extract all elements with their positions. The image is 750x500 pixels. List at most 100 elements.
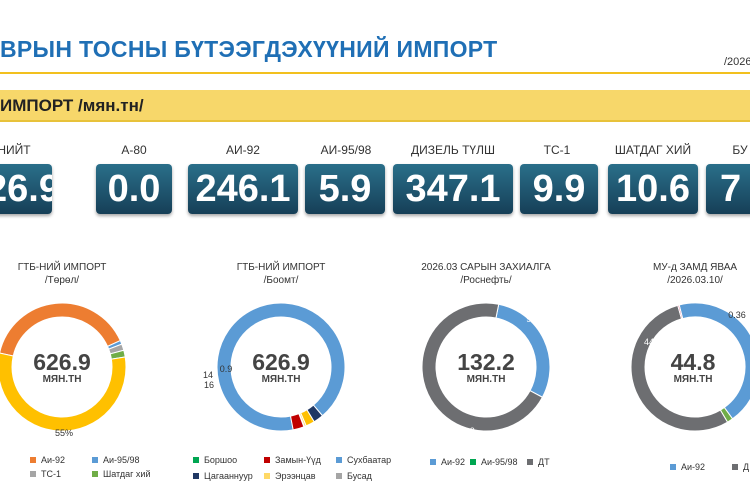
kpi-value-total: 26.9 [0,164,52,214]
legend-item: Боршоо [193,455,237,465]
chart2-center-unit: МЯН.ТН [261,374,301,385]
kpi-label-total: НИЙТ [0,143,31,157]
legend-label: Аи-95/98 [481,457,518,467]
legend-item: Эрээнцав [264,471,316,481]
legend-label: Шатдаг хий [103,469,151,479]
kpi-label-other: БУ [732,143,748,157]
section-banner-text: ИМПОРТ /мян.тн/ [0,96,144,115]
chart2-slice-Сухбаатар [216,302,346,432]
chart2-title-line1: ГТБ-НИЙ ИМПОРТ [236,262,326,273]
chart4-center-value: 44.8 [670,349,716,375]
chart4-subtitle: /2026.03.10/ [667,275,723,286]
legend-label: Д [743,462,750,472]
chart4-data-label: 44% [644,337,662,347]
chart4-center-unit: МЯН.ТН [673,374,713,385]
chart2-subtitle: /Боомт/ [263,275,299,286]
kpi-label-ai95: АИ-95/98 [320,143,372,157]
legend-swatch [193,457,199,463]
chart1-center-value: 626.9 [33,349,91,375]
kpi-label-diesel: ДИЗЕЛЬ ТҮЛШ [411,143,495,157]
legend-item: Аи-92 [670,462,705,472]
chart2-data-label: 575.7 [265,295,288,305]
legend-label: Аи-92 [41,455,66,465]
legend-label: ДТ [538,457,550,467]
legend-label: Аи-95/98 [103,455,140,465]
chart3-data-label: 39.2 [457,426,475,436]
section-banner [0,90,750,122]
chart3-title: 2026.03 САРЫН ЗАХИАЛГА /Роснефть/ [421,261,551,287]
legend-swatch [92,457,98,463]
legend-label: Бусад [347,471,372,481]
legend-swatch [336,457,342,463]
chart2-data-label: 16 [204,380,214,390]
legend-label: Аи-92 [441,457,466,467]
chart2-data-label: 14 [203,370,213,380]
chart4-slice-Бусад [677,304,684,320]
chart3-data-label: 93.0 [526,314,544,324]
chart1-center-unit: МЯН.ТН [42,374,82,385]
kpi-value-ai92: 246.1 [188,164,298,214]
legend-swatch [92,471,98,477]
chart3-subtitle: /Роснефть/ [460,275,512,286]
kpi-value-diesel: 347.1 [393,164,513,214]
legend-label: Замын-Үүд [275,455,321,465]
chart1-slice-ДТ [0,352,127,432]
legend-item: Аи-95/98 [92,455,140,465]
legend-label: Боршоо [204,455,238,465]
legend-item: ДТ [527,457,550,467]
legend-item: Аи-92 [30,455,65,465]
legend-swatch [336,473,342,479]
kpi-value-ai95: 5.9 [305,164,385,214]
kpi-value-ts1: 9.9 [520,164,598,214]
kpi-value-lpg: 10.6 [608,164,698,214]
legend-label: Аи-92 [681,462,706,472]
chart3-title-line1: 2026.03 САРЫН ЗАХИАЛГА [421,262,551,273]
chart4-data-label: 0.36 [728,310,746,320]
legend-swatch [732,464,738,470]
kpi-label-lpg: ШАТДАГ ХИЙ [614,143,692,157]
chart2-data-label: 0.9 [220,364,233,374]
chart1-title-line1: ГТБ-НИЙ ИМПОРТ [17,262,107,273]
legend-label: ТС-1 [41,469,61,479]
kpi-label-ai92: АИ-92 [226,143,260,157]
chart1-subtitle: /Төрөл/ [44,275,80,286]
legend-label: Эрээнцав [275,471,316,481]
report-date: /2026 [724,56,750,68]
chart2-center-value: 626.9 [252,349,310,375]
legend-swatch [527,459,533,465]
legend-swatch [670,464,676,470]
legend-swatch [430,459,436,465]
kpi-label-a80: А-80 [121,143,147,157]
kpi-label-ts1: ТС-1 [543,143,571,157]
legend-label: Цагааннуур [204,471,253,481]
title-divider [0,72,750,74]
legend-item: Шатдаг хий [92,469,150,479]
kpi-value-other: 7 [706,164,750,214]
chart4-title-line1: МУ-д ЗАМД ЯВАА [652,262,738,273]
legend-item: Сухбаатар [336,455,391,465]
legend-swatch [470,459,476,465]
legend-item: Цагааннуур [193,471,253,481]
legend-item: Аи-92 [430,457,465,467]
legend-item: Замын-Үүд [264,455,321,465]
chart1-data-label: 55% [55,428,73,438]
kpi-value-a80: 0.0 [96,164,172,214]
legend-item: Бусад [336,471,372,481]
legend-item: Д [732,462,749,472]
legend-swatch [193,473,199,479]
legend-item: ТС-1 [30,469,61,479]
page-title: ВРЫН ТОСНЫ БҮТЭЭГДЭХҮҮНИЙ ИМПОРТ [0,36,498,62]
chart1-title: ГТБ-НИЙ ИМПОРТ /Төрөл/ [18,261,107,287]
chart2-title: ГТБ-НИЙ ИМПОРТ /Боомт/ [237,261,326,287]
legend-swatch [30,457,36,463]
chart3-center-unit: МЯН.ТН [466,374,506,385]
legend-item: Аи-95/98 [470,457,518,467]
legend-swatch [264,457,270,463]
legend-swatch [30,471,36,477]
legend-label: Сухбаатар [347,455,392,465]
legend-swatch [264,473,270,479]
chart3-slice-ДТ [421,302,544,432]
chart3-center-value: 132.2 [457,349,515,375]
chart4-title: МУ-д ЗАМД ЯВАА /2026.03.10/ [653,261,737,287]
